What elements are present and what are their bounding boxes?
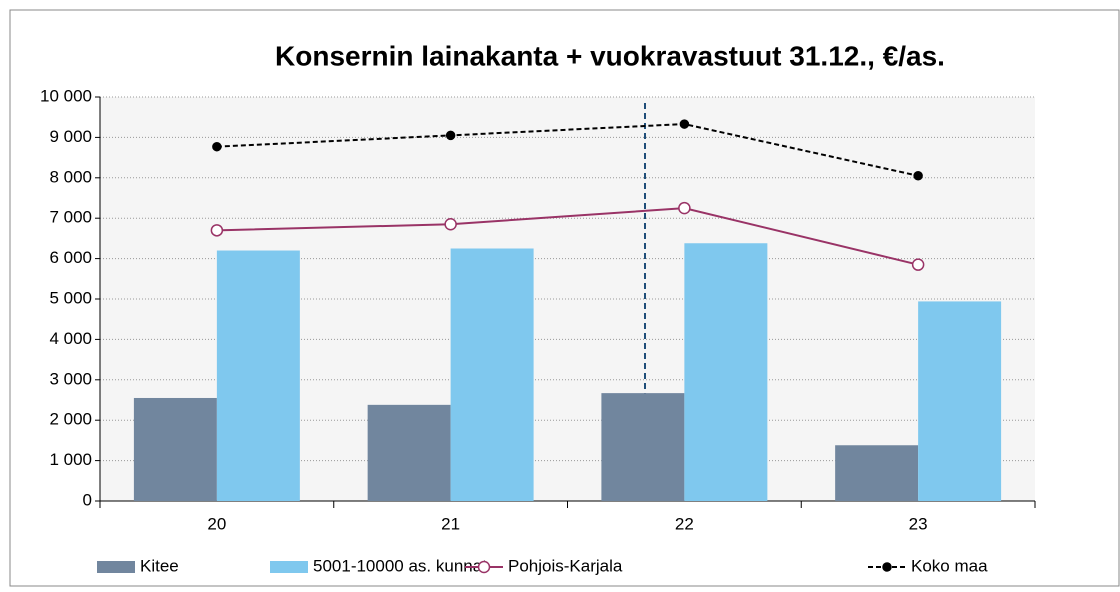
y-tick-label: 9 000 <box>49 127 92 146</box>
bar <box>216 250 300 501</box>
y-tick-label: 2 000 <box>49 410 92 429</box>
point <box>913 171 923 181</box>
legend-label: 5001-10000 as. kunnat <box>313 556 487 575</box>
point <box>678 201 691 215</box>
y-tick-label: 6 000 <box>49 248 92 267</box>
y-tick-label: 4 000 <box>49 329 92 348</box>
point <box>210 224 224 237</box>
x-tick-label: 20 <box>207 514 226 533</box>
bar <box>450 248 534 501</box>
x-tick-label: 21 <box>441 514 460 533</box>
legend-label: Kitee <box>140 556 179 575</box>
y-tick-label: 5 000 <box>49 288 92 307</box>
point <box>445 130 456 141</box>
legend-swatch <box>270 561 308 573</box>
bar <box>684 243 768 502</box>
y-tick-label: 10 000 <box>40 86 92 105</box>
x-tick-label: 23 <box>909 514 928 533</box>
chart-title: Konsernin lainakanta + vuokravastuut 31.… <box>275 40 945 71</box>
y-tick-label: 0 <box>83 490 92 509</box>
line <box>216 207 919 266</box>
point <box>679 119 690 129</box>
bar <box>601 393 685 501</box>
y-tick-label: 8 000 <box>49 167 92 186</box>
legend-marker <box>882 562 892 572</box>
legend-swatch <box>97 561 135 573</box>
line <box>216 123 919 177</box>
legend-label: Pohjois-Karjala <box>508 556 623 575</box>
x-tick-label: 22 <box>675 514 694 533</box>
bar <box>835 445 919 501</box>
bar <box>918 301 1002 501</box>
legend-marker <box>477 560 491 574</box>
legend-label: Koko maa <box>911 556 988 575</box>
bar <box>367 404 451 501</box>
bar <box>133 397 217 501</box>
point <box>911 258 925 271</box>
point <box>444 218 457 231</box>
y-tick-label: 7 000 <box>49 208 92 227</box>
y-tick-label: 1 000 <box>49 450 92 469</box>
y-tick-label: 3 000 <box>49 369 92 388</box>
point <box>212 141 222 152</box>
